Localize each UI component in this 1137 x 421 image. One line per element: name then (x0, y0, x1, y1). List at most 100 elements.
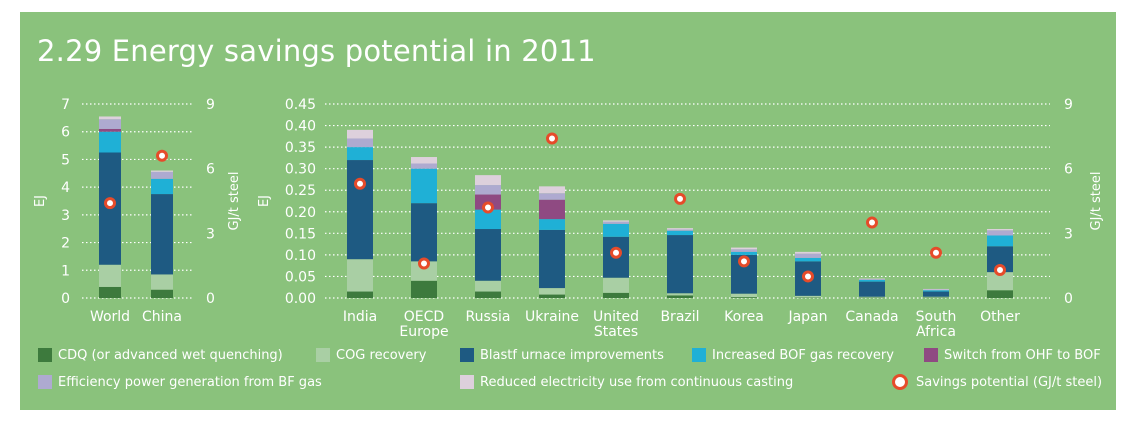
bar-segment-russia-6 (475, 175, 501, 186)
savings-marker-india (354, 177, 366, 190)
savings-marker-russia (482, 201, 494, 214)
y2-tick-label: 6 (1064, 162, 1073, 178)
y-tick-label: 0.30 (285, 162, 316, 178)
bar-segment-korea-1 (731, 293, 757, 298)
bar-segment-ukraine-1 (539, 288, 565, 295)
x-tick-label-oecd-europe: OECD Europe (399, 309, 448, 340)
bar-segment-china-3 (151, 178, 173, 195)
bar-segment-world-4 (99, 128, 121, 132)
bar-segment-ukraine-2 (539, 229, 565, 289)
x-tick-label-russia: Russia (465, 309, 510, 325)
x-tick-label-brazil: Brazil (660, 309, 699, 325)
bar-segment-china-0 (151, 289, 173, 298)
y2-tick-label: 0 (206, 291, 215, 307)
y-tick-label: 1 (61, 263, 70, 279)
bar-segment-brazil-2 (667, 235, 693, 294)
bar-segment-brazil-3 (667, 230, 693, 236)
bar-segment-china-5 (151, 171, 173, 179)
bar-segment-united-states-6 (603, 220, 629, 222)
savings-marker-ukraine (546, 132, 558, 145)
x-tick-label-other: Other (980, 309, 1020, 325)
bar-segment-other-5 (987, 230, 1013, 236)
y2-tick-label: 9 (206, 97, 215, 113)
y-tick-label: 0.25 (285, 183, 316, 199)
bar-segment-world-3 (99, 131, 121, 153)
bar-segment-india-0 (347, 291, 373, 298)
savings-marker-japan (802, 270, 814, 283)
bar-segment-china-6 (151, 170, 173, 172)
bar-segment-united-states-3 (603, 223, 629, 237)
bar-segment-united-states-0 (603, 292, 629, 298)
bar-segment-korea-0 (731, 297, 757, 298)
y-tick-label: 7 (61, 97, 70, 113)
bar-segment-other-0 (987, 290, 1013, 298)
y2-axis-title: GJ/t steel (1089, 172, 1104, 231)
x-tick-label-china: China (142, 309, 182, 325)
bar-segment-united-states-5 (603, 221, 629, 224)
x-tick-label-ukraine: Ukraine (525, 309, 579, 325)
bar-segment-world-6 (99, 116, 121, 120)
bar-segment-south-africa-5 (923, 289, 949, 291)
chart-panel (20, 12, 1116, 410)
savings-marker-brazil (674, 192, 686, 205)
y-tick-label: 3 (61, 208, 70, 224)
bar-segment-ukraine-4 (539, 199, 565, 220)
y2-tick-label: 0 (1064, 291, 1073, 307)
bar-segment-russia-3 (475, 209, 501, 230)
bar-segment-india-6 (347, 129, 373, 139)
y-tick-label: 0.00 (285, 291, 316, 307)
bar-segment-canada-1 (859, 296, 885, 298)
bar-segment-brazil-1 (667, 293, 693, 296)
bar-segment-south-africa-0 (923, 297, 949, 299)
bar-segment-other-6 (987, 229, 1013, 231)
bar-segment-korea-5 (731, 249, 757, 252)
bar-segment-oecd-europe-3 (411, 168, 437, 204)
y2-tick-label: 3 (206, 226, 215, 242)
bar-segment-south-africa-3 (923, 290, 949, 292)
y-axis-title: EJ (33, 195, 48, 207)
bar-segment-south-africa-2 (923, 291, 949, 297)
bar-segment-oecd-europe-5 (411, 163, 437, 169)
bar-segment-world-0 (99, 286, 121, 298)
bar-segment-canada-0 (859, 297, 885, 299)
bar-segment-japan-3 (795, 257, 821, 262)
bar-segment-canada-3 (859, 279, 885, 282)
y2-tick-label: 9 (1064, 97, 1073, 113)
bar-segment-japan-5 (795, 253, 821, 258)
bar-segment-china-2 (151, 194, 173, 275)
bar-segment-russia-0 (475, 291, 501, 298)
bar-segment-oecd-europe-6 (411, 157, 437, 164)
bar-segment-world-5 (99, 119, 121, 129)
bar-segment-canada-2 (859, 281, 885, 297)
bar-segment-russia-1 (475, 280, 501, 292)
y-tick-label: 4 (61, 180, 70, 196)
bar-segment-oecd-europe-0 (411, 280, 437, 298)
x-tick-label-japan: Japan (787, 309, 827, 325)
x-tick-label-canada: Canada (845, 309, 898, 325)
bar-segment-canada-6 (859, 278, 885, 280)
bar-segment-japan-0 (795, 297, 821, 299)
bar-segment-russia-5 (475, 185, 501, 195)
savings-marker-china (156, 149, 168, 162)
y-tick-label: 0.05 (285, 269, 316, 285)
y-tick-label: 2 (61, 236, 70, 252)
bar-segment-ukraine-5 (539, 193, 565, 200)
bar-segment-india-1 (347, 259, 373, 292)
y2-tick-label: 6 (206, 162, 215, 178)
chart-title: 2.29 Energy savings potential in 2011 (37, 34, 596, 68)
x-tick-label-india: India (343, 309, 377, 325)
y-tick-label: 5 (61, 152, 70, 168)
bar-segment-south-africa-6 (923, 288, 949, 290)
bar-segment-india-5 (347, 138, 373, 148)
y-tick-label: 0.35 (285, 140, 316, 156)
savings-marker-world (104, 197, 116, 210)
bar-segment-oecd-europe-2 (411, 203, 437, 262)
bar-segment-brazil-6 (667, 228, 693, 230)
y-tick-label: 0.45 (285, 97, 316, 113)
bar-segment-brazil-5 (667, 229, 693, 231)
bar-segment-ukraine-0 (539, 294, 565, 298)
bar-segment-other-1 (987, 272, 1013, 291)
bar-segment-ukraine-6 (539, 186, 565, 194)
y2-axis-title: GJ/t steel (227, 172, 242, 231)
y-tick-label: 0 (61, 291, 70, 307)
